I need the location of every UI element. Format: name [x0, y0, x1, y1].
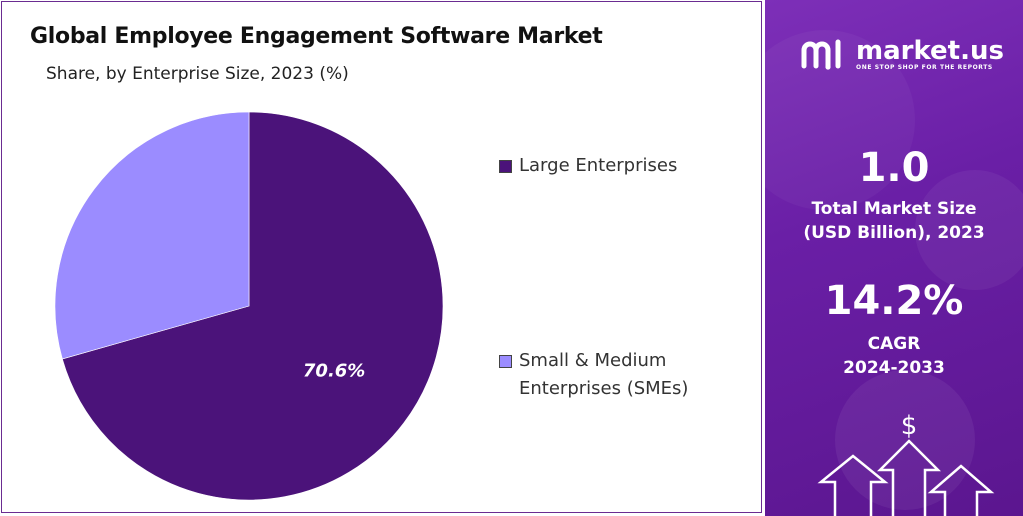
up-arrow-icon — [876, 439, 942, 516]
chart-panel: Global Employee Engagement Software Mark… — [1, 1, 762, 513]
market-us-logo-icon — [801, 39, 841, 70]
chart-subtitle: Share, by Enterprise Size, 2023 (%) — [46, 64, 349, 84]
dollar-sign-icon: $ — [901, 411, 918, 441]
data-label-large-enterprises: 70.6% — [303, 360, 365, 381]
legend-label-large: Large Enterprises — [519, 155, 678, 176]
pie-slice-smes — [54, 111, 250, 360]
legend-label-sme-line1: Small & Medium — [519, 350, 667, 371]
legend-swatch-sme — [499, 355, 512, 368]
up-arrow-icon — [817, 454, 889, 516]
market-size-label-2: (USD Billion), 2023 — [803, 223, 985, 243]
market-size-value: 1.0 — [858, 145, 930, 191]
pie-chart: 70.6% — [54, 111, 444, 501]
legend-item-large: Large Enterprises — [499, 152, 677, 180]
brand-name: market.us — [856, 35, 1004, 66]
legend-item-sme: Small & Medium Enterprises (SMEs) — [499, 347, 688, 403]
cagr-label-2: 2024-2033 — [843, 358, 945, 378]
cagr-label-1: CAGR — [867, 334, 921, 354]
growth-arrows-illustration: $ — [817, 411, 995, 516]
cagr-stat: 14.2% CAGR 2024-2033 — [765, 278, 1023, 380]
up-arrow-icon — [927, 464, 995, 516]
pie-slice-large-enterprises — [61, 111, 444, 501]
market-size-stat: 1.0 Total Market Size (USD Billion), 202… — [765, 145, 1023, 245]
market-size-label-1: Total Market Size — [811, 199, 977, 219]
cagr-value: 14.2% — [824, 278, 964, 324]
background-decoration — [765, 30, 1023, 510]
brand-tagline: ONE STOP SHOP FOR THE REPORTS — [856, 63, 993, 71]
chart-title: Global Employee Engagement Software Mark… — [30, 24, 603, 49]
legend-swatch-large — [499, 160, 512, 173]
summary-panel: market.us ONE STOP SHOP FOR THE REPORTS … — [765, 0, 1023, 516]
brand-logo: market.us ONE STOP SHOP FOR THE REPORTS — [800, 36, 1004, 72]
legend-label-sme-line2: Enterprises (SMEs) — [519, 378, 689, 399]
